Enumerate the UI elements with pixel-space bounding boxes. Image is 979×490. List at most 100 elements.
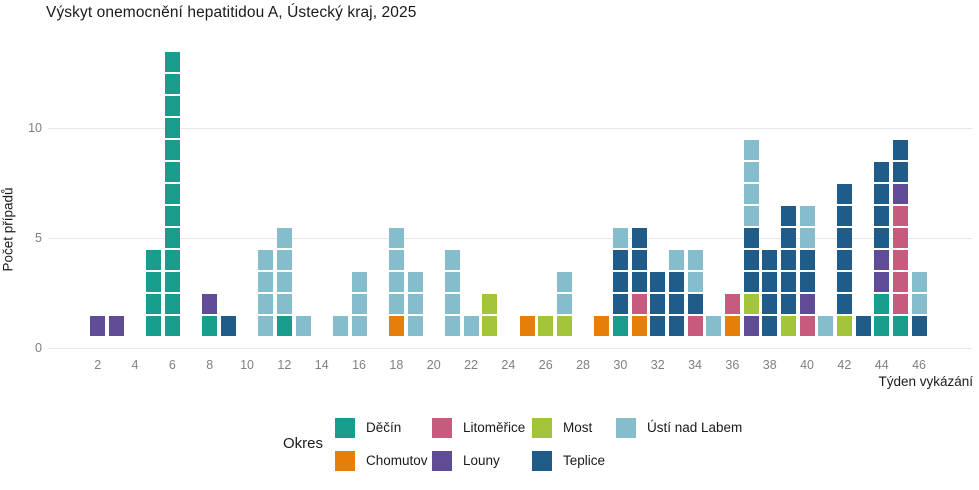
case-tile: [687, 250, 703, 271]
x-tick-label: 22: [464, 358, 478, 372]
case-tile: [892, 228, 908, 248]
case-tile: [482, 316, 498, 337]
case-tile: [724, 316, 740, 337]
case-tile: [612, 250, 628, 271]
case-tile: [556, 294, 572, 315]
case-tile: [892, 316, 908, 337]
case-tile: [631, 294, 647, 315]
gridline-y-10: [48, 127, 972, 129]
x-tick-label: 32: [650, 358, 665, 372]
case-tile: [743, 272, 759, 293]
case-tile: [146, 272, 162, 293]
case-tile: [799, 228, 815, 248]
case-tile: [388, 294, 404, 315]
chart-title: Výskyt onemocnění hepatitidou A, Ústecký…: [46, 4, 417, 21]
case-tile: [444, 294, 460, 315]
case-tile: [164, 95, 180, 116]
case-tile: [407, 316, 423, 337]
case-tile: [780, 250, 796, 271]
legend-label: Teplice: [563, 453, 606, 468]
case-tile: [276, 272, 292, 293]
x-tick-label: 10: [240, 358, 254, 372]
case-tile: [836, 206, 852, 226]
case-tile: [874, 206, 890, 226]
case-tile: [706, 316, 722, 337]
legend-label: Litoměřice: [463, 419, 526, 435]
x-tick-label: 38: [762, 358, 777, 372]
case-tile: [631, 272, 647, 293]
case-tile: [668, 316, 684, 337]
case-tile: [351, 272, 367, 293]
case-tile: [780, 272, 796, 293]
case-tile: [258, 294, 274, 315]
case-tile: [164, 73, 180, 94]
case-tile: [164, 316, 180, 337]
legend-label: Chomutov: [366, 453, 428, 468]
case-tile: [631, 228, 647, 248]
case-tile: [687, 294, 703, 315]
case-tile: [799, 206, 815, 226]
case-tile: [743, 139, 759, 160]
case-tile: [836, 316, 852, 337]
case-tile: [799, 250, 815, 271]
case-tile: [631, 250, 647, 271]
case-tile: [743, 250, 759, 271]
gridline-y-5: [48, 238, 972, 240]
case-tile: [892, 139, 908, 160]
case-tile: [687, 272, 703, 293]
case-tile: [762, 272, 778, 293]
case-tile: [164, 161, 180, 182]
case-tile: [444, 272, 460, 293]
case-tile: [743, 228, 759, 248]
case-tile: [612, 272, 628, 293]
case-tile: [892, 250, 908, 271]
case-tile: [164, 228, 180, 248]
legend-label: Ústí nad Labem: [647, 419, 743, 435]
case-tile: [463, 316, 479, 337]
case-tile: [799, 316, 815, 337]
legend-swatch: [335, 417, 355, 438]
case-tile: [874, 184, 890, 204]
case-tile: [556, 272, 572, 293]
case-tile: [780, 206, 796, 226]
legend-swatch: [432, 451, 452, 471]
case-tile: [892, 272, 908, 293]
x-tick-label: 44: [874, 358, 889, 372]
case-tile: [90, 316, 106, 337]
case-tile: [836, 272, 852, 293]
legend-swatch: [616, 417, 636, 438]
case-tile: [202, 316, 218, 337]
case-tile: [519, 316, 535, 337]
case-tile: [743, 316, 759, 337]
x-tick-label: 28: [576, 358, 590, 372]
case-tile: [444, 316, 460, 337]
case-tile: [724, 294, 740, 315]
case-tile: [650, 272, 666, 293]
case-tile: [351, 294, 367, 315]
case-tile: [631, 316, 647, 337]
y-tick-label: 0: [35, 341, 42, 356]
case-tile: [892, 161, 908, 182]
legend-label: Most: [563, 419, 593, 435]
case-tile: [668, 250, 684, 271]
case-tile: [612, 316, 628, 337]
x-tick-label: 24: [501, 358, 516, 372]
case-tile: [388, 250, 404, 271]
case-tile: [444, 250, 460, 271]
case-tile: [108, 316, 124, 337]
case-tile: [911, 272, 927, 293]
case-tile: [164, 184, 180, 204]
y-tick-label: 5: [35, 231, 42, 246]
y-tick-label: 10: [28, 120, 42, 135]
case-tile: [743, 161, 759, 182]
case-tile: [650, 294, 666, 315]
case-tile: [836, 184, 852, 204]
legend-title: Okres: [283, 435, 324, 452]
case-tile: [351, 316, 367, 337]
case-tile: [407, 294, 423, 315]
x-tick-label: 18: [389, 358, 404, 372]
case-tile: [874, 228, 890, 248]
case-tile: [276, 294, 292, 315]
case-tile: [388, 228, 404, 248]
